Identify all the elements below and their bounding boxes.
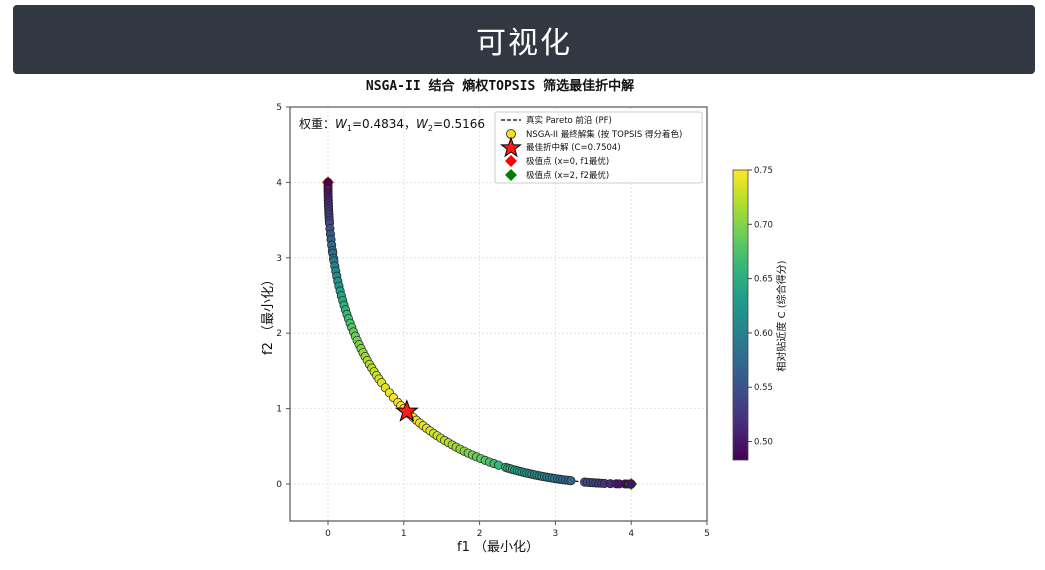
- banner-title: 可视化: [476, 25, 572, 61]
- chart-title: NSGA-II 结合 熵权TOPSIS 筛选最佳折中解: [365, 79, 635, 94]
- svg-text:3: 3: [276, 254, 282, 264]
- colorbar-label: 相对贴近度 C (综合得分): [775, 260, 788, 371]
- svg-text:2: 2: [276, 329, 282, 339]
- svg-text:1: 1: [276, 405, 282, 415]
- x-axis-label: f1 （最小化）: [457, 540, 539, 555]
- svg-text:5: 5: [276, 103, 282, 113]
- best-solution-star: [394, 399, 419, 422]
- svg-text:2: 2: [477, 529, 483, 539]
- plot-frame: [289, 106, 708, 522]
- legend-entry: 真实 Pareto 前沿 (PF): [526, 115, 612, 126]
- legend-entry: 极值点 (x=0, f1最优): [526, 156, 609, 167]
- solution-points: [323, 177, 636, 489]
- solution-point: [566, 476, 576, 486]
- legend-entry: NSGA-II 最终解集 (按 TOPSIS 得分着色): [526, 129, 682, 140]
- special-markers: [322, 176, 638, 490]
- weights-annotation: 权重：W1=0.4834，W2=0.5166: [299, 117, 485, 133]
- svg-text:0.70: 0.70: [754, 220, 773, 230]
- svg-text:0.65: 0.65: [754, 275, 773, 285]
- header-banner: 可视化: [13, 5, 1035, 74]
- svg-text:4: 4: [276, 178, 282, 188]
- colorbar: 0.50 0.55 0.60 0.65 0.70 0.75: [732, 166, 773, 461]
- svg-text:0.55: 0.55: [754, 383, 773, 393]
- y-axis-label: f2 （最小化）: [261, 273, 276, 355]
- svg-text:0: 0: [325, 529, 331, 539]
- svg-text:1: 1: [401, 529, 407, 539]
- svg-text:0.50: 0.50: [754, 438, 773, 448]
- svg-text:0.75: 0.75: [754, 166, 773, 176]
- svg-text:0.60: 0.60: [754, 329, 773, 339]
- svg-text:4: 4: [628, 529, 634, 539]
- svg-text:0: 0: [276, 480, 282, 490]
- legend-entry: 极值点 (x=2, f2最优): [526, 170, 609, 181]
- legend-entry: 最佳折中解 (C=0.7504): [526, 142, 621, 153]
- svg-text:3: 3: [553, 529, 559, 539]
- axis-ticks: 0 1 2 3 4 5 0 1 2 3 4 5: [276, 103, 710, 539]
- svg-text:5: 5: [704, 529, 710, 539]
- legend: 真实 Pareto 前沿 (PF) NSGA-II 最终解集 (按 TOPSIS …: [494, 111, 703, 184]
